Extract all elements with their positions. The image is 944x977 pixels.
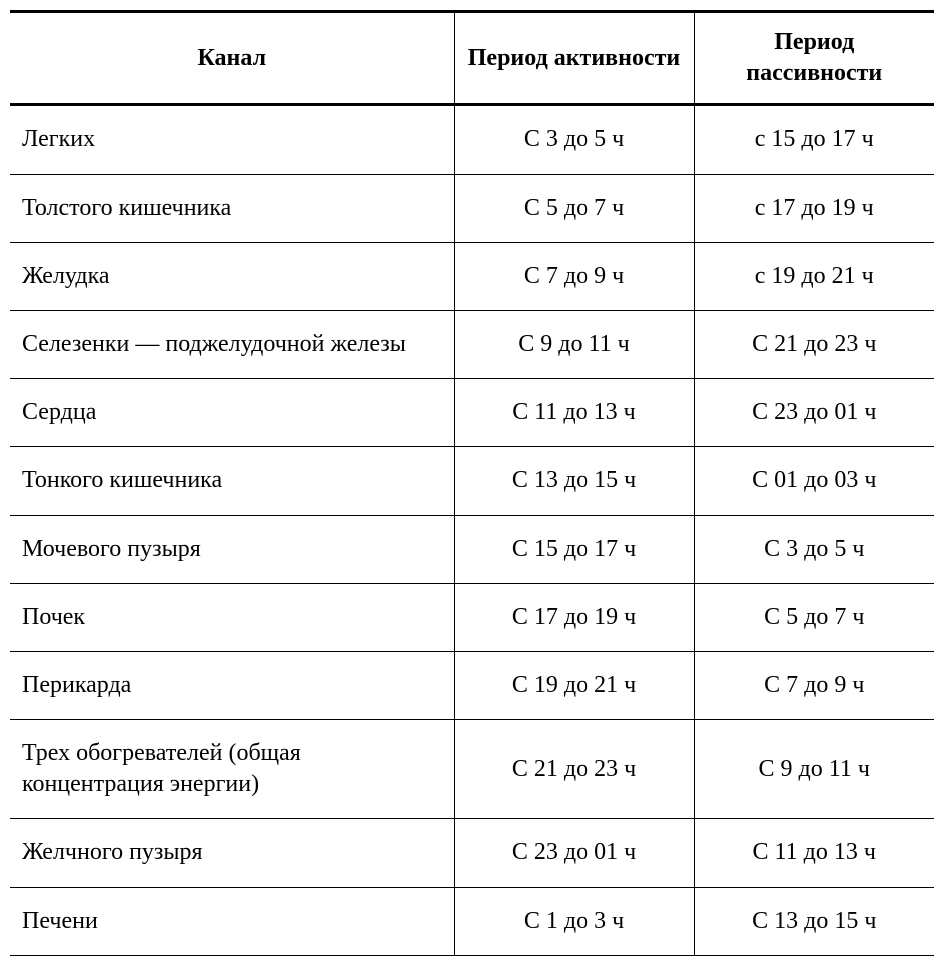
cell-channel: Перикарда — [10, 651, 454, 719]
cell-passivity: С 01 до 03 ч — [694, 447, 934, 515]
cell-passivity: С 7 до 9 ч — [694, 651, 934, 719]
cell-channel: Желчного пузыря — [10, 819, 454, 887]
table-row: Сердца С 11 до 13 ч С 23 до 01 ч — [10, 379, 934, 447]
cell-activity: С 19 до 21 ч — [454, 651, 694, 719]
cell-passivity: С 13 до 15 ч — [694, 887, 934, 955]
cell-passivity: С 9 до 11 ч — [694, 720, 934, 819]
table-row: Почек С 17 до 19 ч С 5 до 7 ч — [10, 583, 934, 651]
cell-activity: С 9 до 11 ч — [454, 310, 694, 378]
cell-passivity: с 15 до 17 ч — [694, 105, 934, 174]
table-row: Тонкого кишечника С 13 до 15 ч С 01 до 0… — [10, 447, 934, 515]
table-row: Легких С 3 до 5 ч с 15 до 17 ч — [10, 105, 934, 174]
table-row: Перикарда С 19 до 21 ч С 7 до 9 ч — [10, 651, 934, 719]
cell-channel: Сердца — [10, 379, 454, 447]
table-row: Желудка С 7 до 9 ч с 19 до 21 ч — [10, 242, 934, 310]
cell-activity: С 17 до 19 ч — [454, 583, 694, 651]
cell-passivity: с 17 до 19 ч — [694, 174, 934, 242]
table-row: Трех обогревателей (общая концентрация э… — [10, 720, 934, 819]
table-body: Легких С 3 до 5 ч с 15 до 17 ч Толстого … — [10, 105, 934, 955]
col-header-passivity: Период пассивности — [694, 12, 934, 105]
cell-activity: С 11 до 13 ч — [454, 379, 694, 447]
cell-activity: С 15 до 17 ч — [454, 515, 694, 583]
cell-activity: С 7 до 9 ч — [454, 242, 694, 310]
table-row: Печени С 1 до 3 ч С 13 до 15 ч — [10, 887, 934, 955]
cell-activity: С 13 до 15 ч — [454, 447, 694, 515]
channels-table: Канал Период активности Период пассивнос… — [10, 10, 934, 956]
cell-activity: С 1 до 3 ч — [454, 887, 694, 955]
col-header-activity: Период активности — [454, 12, 694, 105]
cell-channel: Мочевого пузыря — [10, 515, 454, 583]
cell-channel: Легких — [10, 105, 454, 174]
cell-passivity: С 23 до 01 ч — [694, 379, 934, 447]
table-row: Толстого кишечника С 5 до 7 ч с 17 до 19… — [10, 174, 934, 242]
cell-passivity: С 21 до 23 ч — [694, 310, 934, 378]
cell-passivity: С 3 до 5 ч — [694, 515, 934, 583]
table-row: Селезенки — поджелудочной железы С 9 до … — [10, 310, 934, 378]
cell-passivity: С 5 до 7 ч — [694, 583, 934, 651]
cell-passivity: с 19 до 21 ч — [694, 242, 934, 310]
table-row: Мочевого пузыря С 15 до 17 ч С 3 до 5 ч — [10, 515, 934, 583]
cell-activity: С 3 до 5 ч — [454, 105, 694, 174]
cell-channel: Желудка — [10, 242, 454, 310]
cell-activity: С 21 до 23 ч — [454, 720, 694, 819]
cell-passivity: С 11 до 13 ч — [694, 819, 934, 887]
cell-activity: С 23 до 01 ч — [454, 819, 694, 887]
cell-channel: Почек — [10, 583, 454, 651]
cell-channel: Селезенки — поджелудочной железы — [10, 310, 454, 378]
cell-channel: Трех обогревателей (общая концентрация э… — [10, 720, 454, 819]
col-header-channel: Канал — [10, 12, 454, 105]
table-row: Желчного пузыря С 23 до 01 ч С 11 до 13 … — [10, 819, 934, 887]
cell-channel: Печени — [10, 887, 454, 955]
cell-channel: Тонкого кишечника — [10, 447, 454, 515]
cell-activity: С 5 до 7 ч — [454, 174, 694, 242]
cell-channel: Толстого кишечника — [10, 174, 454, 242]
table-header-row: Канал Период активности Период пассивнос… — [10, 12, 934, 105]
